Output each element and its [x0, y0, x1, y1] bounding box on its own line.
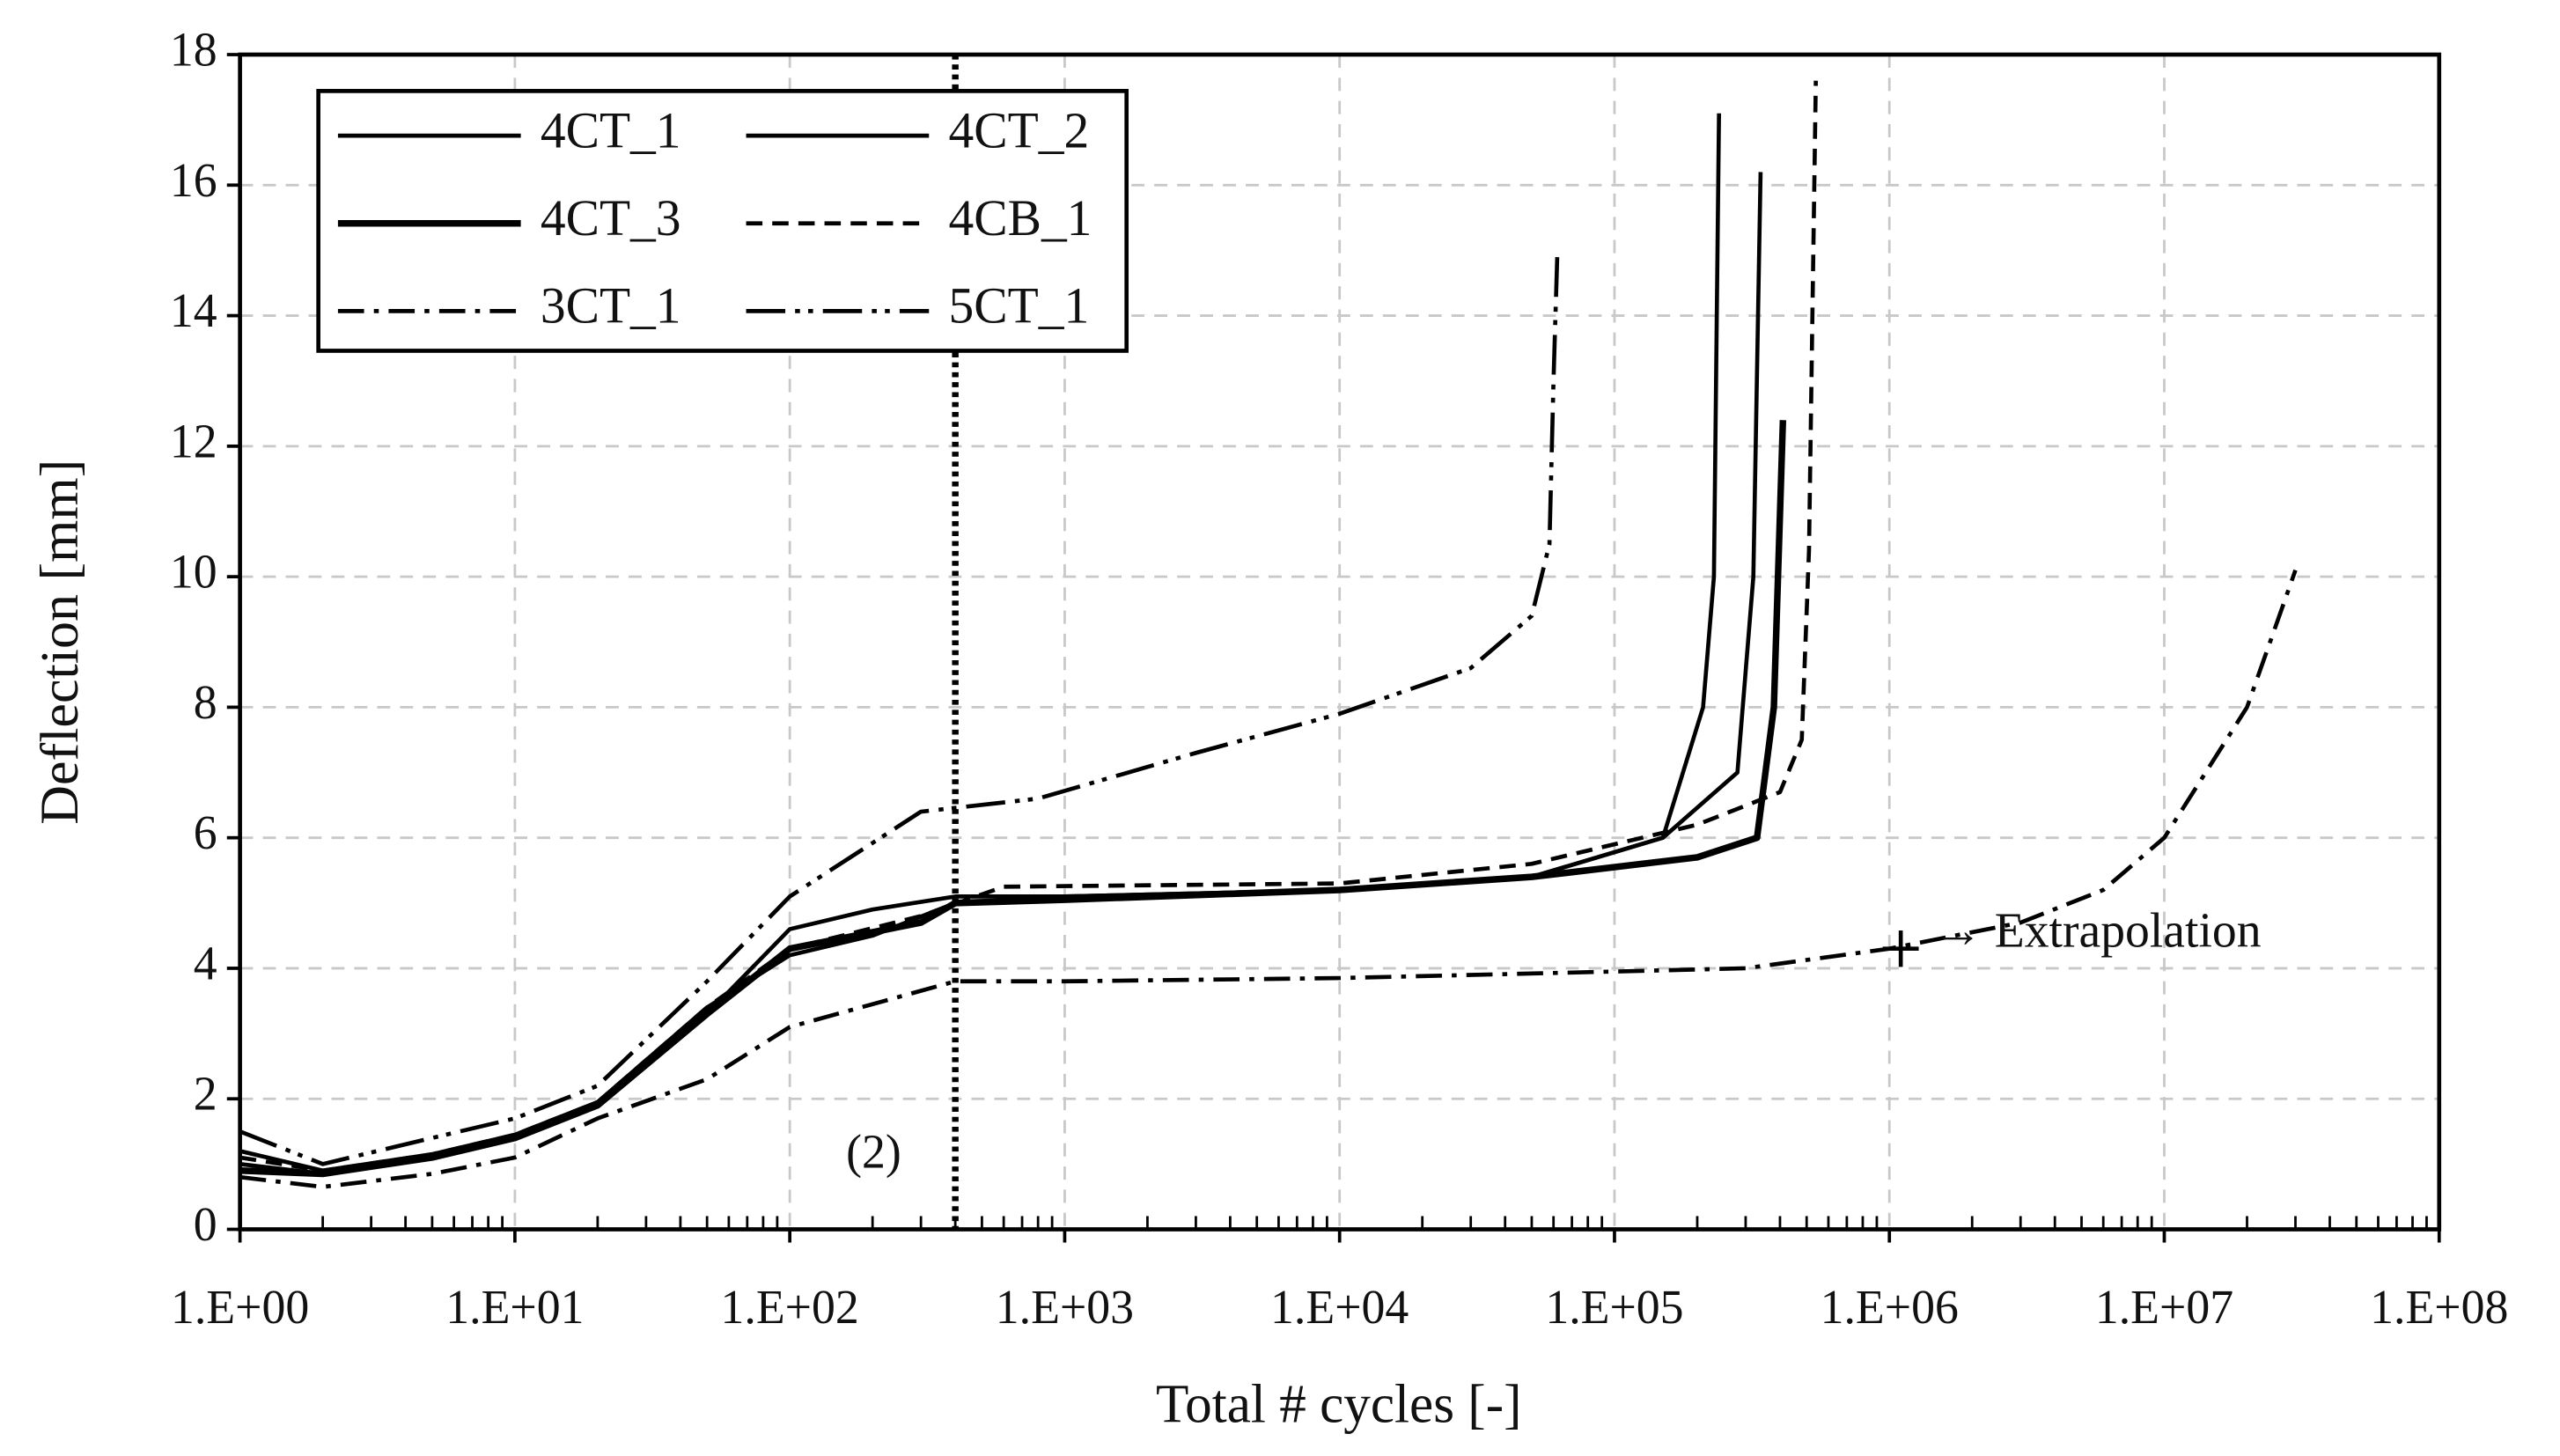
legend-label: 4CT_3 — [541, 189, 681, 246]
y-tick-label: 12 — [170, 415, 217, 467]
series-line — [239, 569, 2298, 1189]
y-tick-label: 14 — [170, 284, 217, 337]
x-tick-label: 1.E+04 — [1270, 1281, 1409, 1334]
y-tick-label: 4 — [194, 937, 217, 989]
y-tick-label: 6 — [194, 806, 217, 859]
x-tick-label: 1.E+01 — [445, 1281, 584, 1334]
x-tick-label: 1.E+05 — [1545, 1281, 1683, 1334]
x-tick-label: 1.E+02 — [721, 1281, 859, 1334]
legend-label: 3CT_1 — [541, 276, 681, 334]
y-axis-label: Deflection [mm] — [31, 460, 91, 825]
y-tick-label: 8 — [194, 676, 217, 729]
y-tick-label: 2 — [194, 1067, 217, 1120]
x-tick-label: 1.E+03 — [996, 1281, 1134, 1334]
annotation-text: → Extrapolation — [1933, 903, 2261, 958]
series-line — [239, 250, 1560, 1166]
y-tick-label: 18 — [170, 23, 217, 76]
legend-label: 4CT_2 — [949, 101, 1090, 158]
y-tick-label: 10 — [170, 545, 217, 598]
plot-frame — [238, 52, 2442, 1232]
legend-label: 4CB_1 — [949, 189, 1092, 246]
legend-label: 4CT_1 — [541, 101, 681, 158]
x-tick-label: 1.E+07 — [2095, 1281, 2233, 1334]
reference-label: (2) — [846, 1125, 901, 1178]
x-tick-label: 1.E+00 — [171, 1281, 309, 1334]
series-line — [239, 80, 1818, 1173]
y-tick-label: 16 — [170, 153, 217, 206]
x-tick-label: 1.E+08 — [2370, 1281, 2508, 1334]
y-tick-label: 0 — [194, 1198, 217, 1251]
annotation-marker — [1882, 930, 1919, 967]
series-line — [239, 420, 1787, 1178]
x-tick-label: 1.E+06 — [1821, 1281, 1959, 1334]
legend-label: 5CT_1 — [949, 276, 1090, 334]
x-axis-label: Total # cycles [-] — [1156, 1374, 1521, 1434]
